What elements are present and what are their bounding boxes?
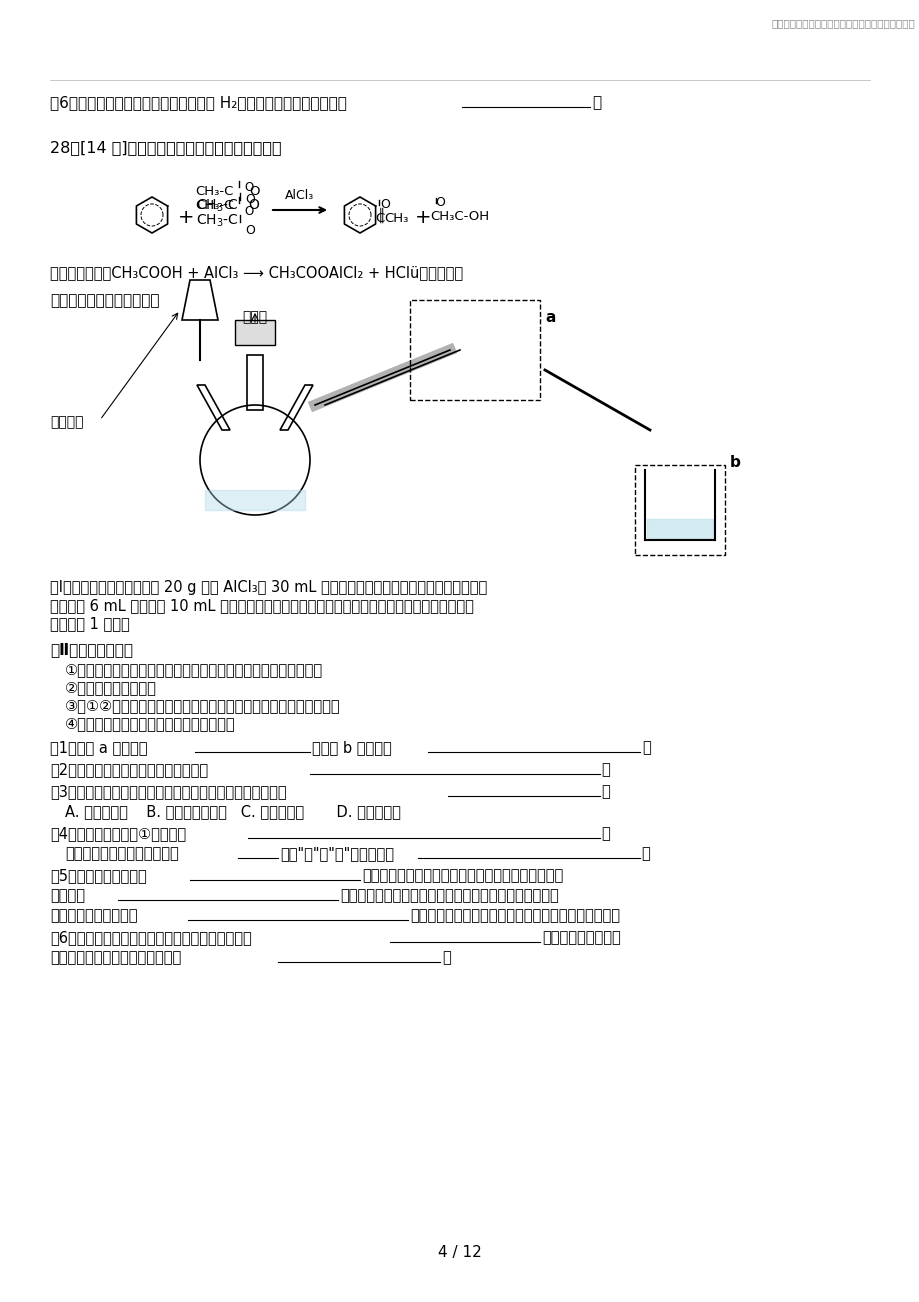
Text: O: O bbox=[435, 197, 445, 210]
Text: （3）若将乙酸酐和苯的混合液一次性倒入三颈瓶，可能导致: （3）若将乙酸酐和苯的混合液一次性倒入三颈瓶，可能导致 bbox=[50, 784, 287, 799]
Text: （4）分离和提纯操作①的目的是: （4）分离和提纯操作①的目的是 bbox=[50, 825, 186, 841]
Text: 搅拌器: 搅拌器 bbox=[243, 310, 267, 324]
Text: O: O bbox=[244, 224, 255, 237]
Text: CH$_3$-C: CH$_3$-C bbox=[196, 198, 239, 215]
Text: CH₃-C: CH₃-C bbox=[195, 185, 233, 198]
Bar bbox=[634, 465, 724, 555]
Text: O: O bbox=[244, 204, 253, 217]
Text: O: O bbox=[380, 198, 390, 211]
Text: 28．[14 分]实验室制备苯乙酮的化学方程式为：: 28．[14 分]实验室制备苯乙酮的化学方程式为： bbox=[50, 141, 281, 155]
Text: O: O bbox=[249, 185, 259, 198]
Text: CH₃-C: CH₃-C bbox=[195, 199, 233, 212]
Text: 。: 。 bbox=[641, 740, 650, 755]
Text: （填"是"或"否"），原因是: （填"是"或"否"），原因是 bbox=[279, 846, 393, 861]
Text: 离上下层液体时，应先: 离上下层液体时，应先 bbox=[50, 907, 137, 923]
Text: A. 反应太剧烈    B. 液体太多搅不动   C. 反应变缓慢       D. 副产物增多: A. 反应太剧烈 B. 液体太多搅不动 C. 反应变缓慢 D. 副产物增多 bbox=[65, 805, 401, 819]
Text: 该操作中是否可用乙醇萃取？: 该操作中是否可用乙醇萃取？ bbox=[65, 846, 178, 861]
Text: ④蒸馏粗产品得到苯乙酮。回答下列问题：: ④蒸馏粗产品得到苯乙酮。回答下列问题： bbox=[65, 716, 235, 730]
Text: （6）如果进料中氧气量过大，最终导致 H₂物质的量分数降低，原因是: （6）如果进料中氧气量过大，最终导致 H₂物质的量分数降低，原因是 bbox=[50, 95, 346, 109]
Text: 。: 。 bbox=[600, 784, 609, 799]
Text: （1）仪器 a 的名称：: （1）仪器 a 的名称： bbox=[50, 740, 147, 755]
Text: AlCl₃: AlCl₃ bbox=[285, 189, 314, 202]
Text: （5）分液漏斗使用前须: （5）分液漏斗使用前须 bbox=[50, 868, 147, 883]
Text: 的产品中混有低沸点杂质的装置是: 的产品中混有低沸点杂质的装置是 bbox=[50, 950, 181, 965]
Text: CH₃C-OH: CH₃C-OH bbox=[429, 210, 489, 223]
Text: （I）合成：在三颈瓶中加入 20 g 无水 AlCl₃和 30 mL 无水苯。为避免反应液升温过快，边搅拌边: （I）合成：在三颈瓶中加入 20 g 无水 AlCl₃和 30 mL 无水苯。为… bbox=[50, 579, 487, 595]
Text: 。: 。 bbox=[600, 825, 609, 841]
Text: 滴液漏斗: 滴液漏斗 bbox=[50, 415, 84, 428]
Text: 并洗净备用。萃取时，先后加入待萃取液和萃取剂，: 并洗净备用。萃取时，先后加入待萃取液和萃取剂， bbox=[361, 868, 562, 883]
Text: +: + bbox=[414, 208, 431, 227]
Text: 。: 。 bbox=[600, 762, 609, 777]
Text: ，然后打开活塞放出下层液体，上层液体从上口倒出。: ，然后打开活塞放出下层液体，上层液体从上口倒出。 bbox=[410, 907, 619, 923]
Text: 。: 。 bbox=[591, 95, 600, 109]
Bar bbox=[410, 299, 539, 400]
Text: 。: 。 bbox=[441, 950, 450, 965]
Text: CH$_3$-C: CH$_3$-C bbox=[196, 214, 239, 229]
Text: CH₃: CH₃ bbox=[383, 212, 408, 225]
Text: +: + bbox=[177, 208, 194, 227]
Text: ③将①②所得有机层合并，洗涤、干燥、蒸去苯，得到苯乙酮粗产品: ③将①②所得有机层合并，洗涤、干燥、蒸去苯，得到苯乙酮粗产品 bbox=[65, 698, 340, 713]
Text: ║: ║ bbox=[378, 208, 385, 224]
Text: O: O bbox=[244, 181, 253, 194]
Text: O: O bbox=[248, 198, 258, 212]
Text: 加热回流 1 小时。: 加热回流 1 小时。 bbox=[50, 616, 130, 631]
Text: ，可能会导致收集到: ，可能会导致收集到 bbox=[541, 930, 620, 945]
Text: （Ⅱ）分离与提纯：: （Ⅱ）分离与提纯： bbox=[50, 642, 133, 658]
Text: O: O bbox=[244, 193, 255, 206]
Text: （6）粗产品蒸馏提纯时，下来蒸馏计位置正确的是: （6）粗产品蒸馏提纯时，下来蒸馏计位置正确的是 bbox=[50, 930, 252, 945]
Text: 主要实验装置和步骤如下：: 主要实验装置和步骤如下： bbox=[50, 293, 159, 309]
Text: ；装置 b 的作用：: ；装置 b 的作用： bbox=[312, 740, 391, 755]
Text: a: a bbox=[544, 310, 555, 326]
Text: 后，将分液漏斗置于铁架台的铁圈上静置片刻，分层。分: 后，将分液漏斗置于铁架台的铁圈上静置片刻，分层。分 bbox=[340, 888, 558, 904]
Text: 文档供参考，可复制、编辑，期待您的好评与关注！: 文档供参考，可复制、编辑，期待您的好评与关注！ bbox=[770, 18, 914, 29]
Text: ②水层用苯萃取，分液: ②水层用苯萃取，分液 bbox=[65, 680, 157, 695]
Text: 制备过程中还有CH₃COOH + AlCl₃ ⟶ CH₃COOAlCl₂ + HClü等副反应。: 制备过程中还有CH₃COOH + AlCl₃ ⟶ CH₃COOAlCl₂ + H… bbox=[50, 266, 462, 280]
Text: 慢慢滴加 6 mL 乙酸酐和 10 mL 无水苯的混合液，控制滴加速率，使反应液缓缓回流。滴加完毕后: 慢慢滴加 6 mL 乙酸酐和 10 mL 无水苯的混合液，控制滴加速率，使反应液… bbox=[50, 598, 473, 613]
Text: b: b bbox=[729, 454, 740, 470]
Text: 4 / 12: 4 / 12 bbox=[437, 1245, 482, 1260]
Text: 。: 。 bbox=[641, 846, 649, 861]
Text: C: C bbox=[375, 212, 384, 225]
Bar bbox=[246, 355, 263, 410]
Text: 经振摇并: 经振摇并 bbox=[50, 888, 85, 904]
Text: ①边搅拌边慢慢滴加一定量浓盐酸与冰水混合液，分离得到有机层: ①边搅拌边慢慢滴加一定量浓盐酸与冰水混合液，分离得到有机层 bbox=[65, 661, 323, 677]
Text: （2）合成过程中要求无水操作，理由是: （2）合成过程中要求无水操作，理由是 bbox=[50, 762, 208, 777]
Bar bbox=[234, 320, 275, 345]
